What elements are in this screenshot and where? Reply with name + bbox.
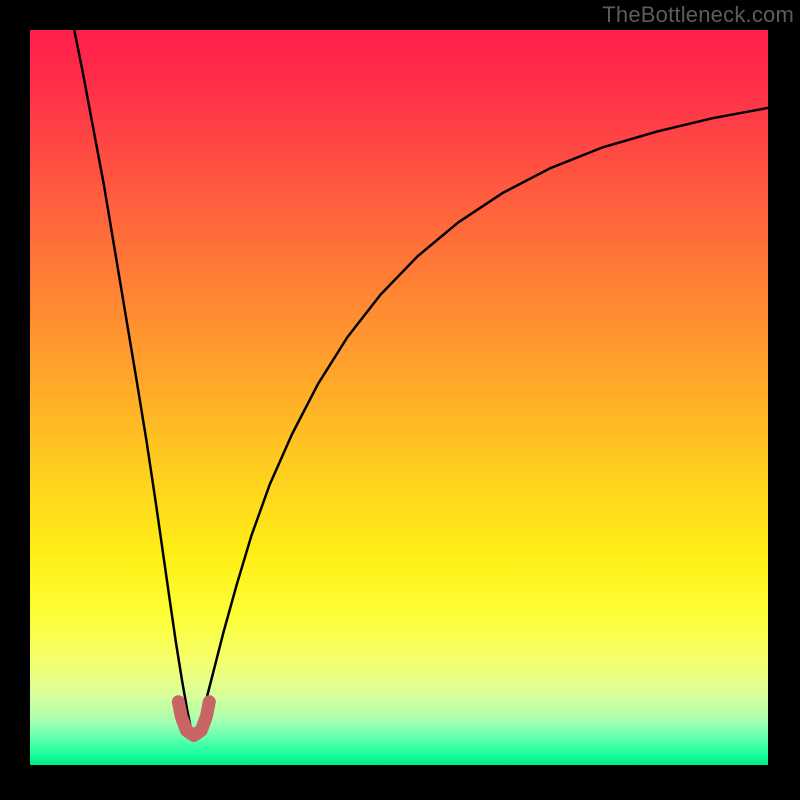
bottleneck-curve bbox=[74, 30, 768, 736]
valley-marker bbox=[178, 702, 209, 736]
watermark-text: TheBottleneck.com bbox=[602, 2, 794, 28]
frame-right bbox=[768, 0, 800, 800]
frame-left bbox=[0, 0, 30, 800]
frame-bottom bbox=[0, 765, 800, 800]
chart-overlay bbox=[30, 30, 768, 765]
plot-area bbox=[30, 30, 768, 765]
